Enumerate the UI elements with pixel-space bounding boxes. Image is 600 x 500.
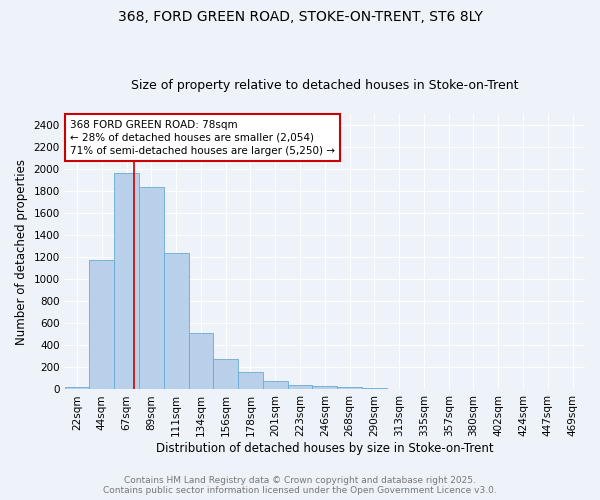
Bar	[287, 385, 313, 390]
Bar	[188, 334, 214, 390]
Bar	[535, 389, 560, 390]
Bar	[486, 389, 511, 390]
Bar	[412, 389, 436, 390]
Bar	[337, 386, 362, 390]
Bar	[511, 389, 535, 390]
Bar	[362, 388, 387, 390]
Bar	[139, 186, 164, 390]
Bar	[114, 174, 139, 390]
Bar	[313, 386, 337, 390]
X-axis label: Distribution of detached houses by size in Stoke-on-Trent: Distribution of detached houses by size …	[156, 442, 494, 455]
Y-axis label: Number of detached properties: Number of detached properties	[15, 158, 28, 344]
Bar	[387, 388, 412, 390]
Text: 368 FORD GREEN ROAD: 78sqm
← 28% of detached houses are smaller (2,054)
71% of s: 368 FORD GREEN ROAD: 78sqm ← 28% of deta…	[70, 120, 335, 156]
Bar	[263, 380, 287, 390]
Text: 368, FORD GREEN ROAD, STOKE-ON-TRENT, ST6 8LY: 368, FORD GREEN ROAD, STOKE-ON-TRENT, ST…	[118, 10, 482, 24]
Bar	[164, 253, 188, 390]
Bar	[89, 260, 114, 390]
Bar	[436, 389, 461, 390]
Bar	[461, 389, 486, 390]
Bar	[238, 372, 263, 390]
Bar	[560, 389, 585, 390]
Title: Size of property relative to detached houses in Stoke-on-Trent: Size of property relative to detached ho…	[131, 79, 518, 92]
Text: Contains HM Land Registry data © Crown copyright and database right 2025.
Contai: Contains HM Land Registry data © Crown c…	[103, 476, 497, 495]
Bar	[65, 386, 89, 390]
Bar	[214, 359, 238, 390]
